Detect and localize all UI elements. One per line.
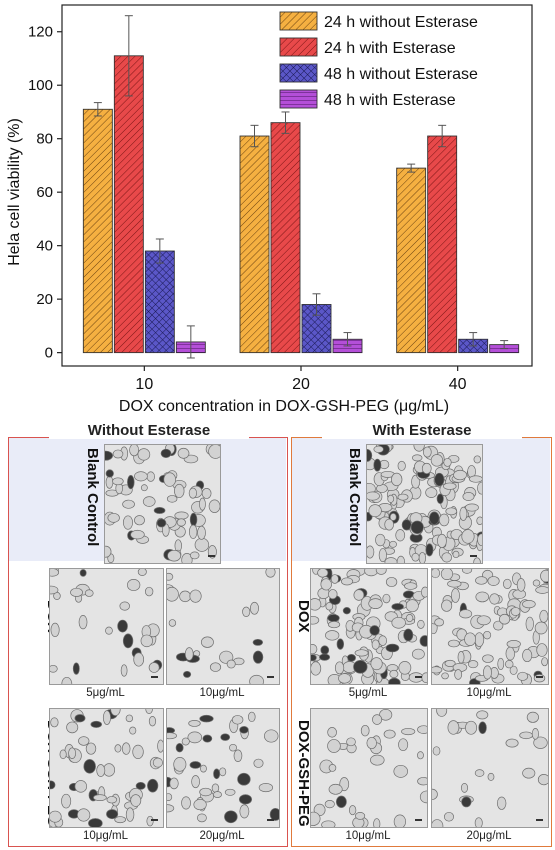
caption-dgp-20-without: 20μg/mL	[199, 830, 245, 842]
caption-dox-10-with: 10μg/mL	[466, 687, 512, 699]
error-bar	[312, 293, 321, 316]
caption-dgp-10-without: 10μg/mL	[83, 830, 128, 842]
error-bar	[343, 332, 352, 347]
panel-without-esterase: Without Esterase Blank Control DOX 5μg/m…	[8, 422, 288, 847]
panel-title-without-esterase: Without Esterase	[49, 422, 249, 439]
bar	[113, 55, 144, 354]
y-tick-label: 0	[45, 345, 53, 362]
caption-dgp-10-with: 10μg/mL	[345, 830, 391, 842]
bar	[301, 304, 332, 354]
error-bar	[469, 332, 478, 347]
micrograph-dox-5-without	[49, 568, 164, 685]
label-blank-control: Blank Control	[84, 448, 101, 547]
micrograph-dox-10-with	[431, 568, 549, 685]
caption-dox-5-with: 5μg/mL	[348, 687, 388, 699]
y-tick-label: 100	[28, 77, 53, 94]
plot-frame	[61, 4, 533, 367]
y-tick-label: 120	[28, 24, 53, 41]
micrograph-dgp-10-with	[310, 708, 428, 828]
legend-entry: 24 h with Esterase	[279, 37, 456, 57]
bar	[239, 135, 270, 354]
legend-entry: 48 h without Esterase	[279, 63, 478, 83]
caption-dgp-20-with: 20μg/mL	[466, 830, 512, 842]
legend-label: 48 h without Esterase	[324, 66, 478, 83]
panel-with-esterase: With Esterase Blank Control DOX 5μg/mL 1…	[291, 422, 552, 847]
y-tick-label: 60	[36, 184, 53, 201]
legend-entry: 48 h with Esterase	[279, 89, 456, 109]
error-bar	[407, 163, 416, 173]
error-bar	[186, 325, 195, 359]
error-bar	[155, 238, 164, 264]
y-axis-label: Hela cell viability (%)	[6, 118, 23, 266]
micrograph-dox-10-without	[166, 568, 280, 685]
error-bar	[281, 111, 290, 134]
bar	[82, 108, 113, 354]
micrograph-dgp-20-without	[166, 708, 280, 828]
x-tick-label: 40	[449, 376, 467, 393]
error-bar	[250, 124, 259, 148]
error-bar	[93, 102, 102, 117]
y-tick-label: 40	[36, 238, 53, 255]
viability-bar-chart: 0 20 40 60 80 100 120 10 20 40 24 h without Ester…	[6, 4, 533, 415]
caption-dox-10-without: 10μg/mL	[199, 687, 245, 699]
y-tick-label: 20	[36, 291, 53, 308]
error-bar	[500, 340, 509, 350]
micrograph-blank-with	[366, 444, 483, 564]
legend-label: 24 h without Esterase	[324, 14, 478, 31]
legend-label: 24 h with Esterase	[324, 40, 456, 57]
x-axis-label: DOX concentration in DOX-GSH-PEG (μg/mL)	[119, 398, 449, 415]
bar	[144, 250, 175, 354]
caption-dox-5-without: 5μg/mL	[86, 687, 125, 699]
micrograph-dgp-10-without	[49, 708, 164, 828]
error-bar	[438, 124, 447, 148]
panel-title-with-esterase: With Esterase	[322, 422, 522, 439]
micrograph-blank-without	[104, 444, 221, 564]
label-blank-control: Blank Control	[346, 448, 363, 547]
legend-label: 48 h with Esterase	[324, 92, 456, 109]
bar	[427, 135, 458, 354]
legend-entry: 24 h without Esterase	[279, 11, 478, 31]
x-tick-label: 10	[135, 376, 153, 393]
micrograph-dox-5-with	[310, 568, 428, 685]
x-tick-label: 20	[292, 376, 310, 393]
y-tick-label: 80	[36, 131, 53, 148]
micrograph-dgp-20-with	[431, 708, 549, 828]
error-bar	[124, 15, 133, 97]
bar	[396, 167, 427, 354]
bar	[270, 122, 301, 354]
